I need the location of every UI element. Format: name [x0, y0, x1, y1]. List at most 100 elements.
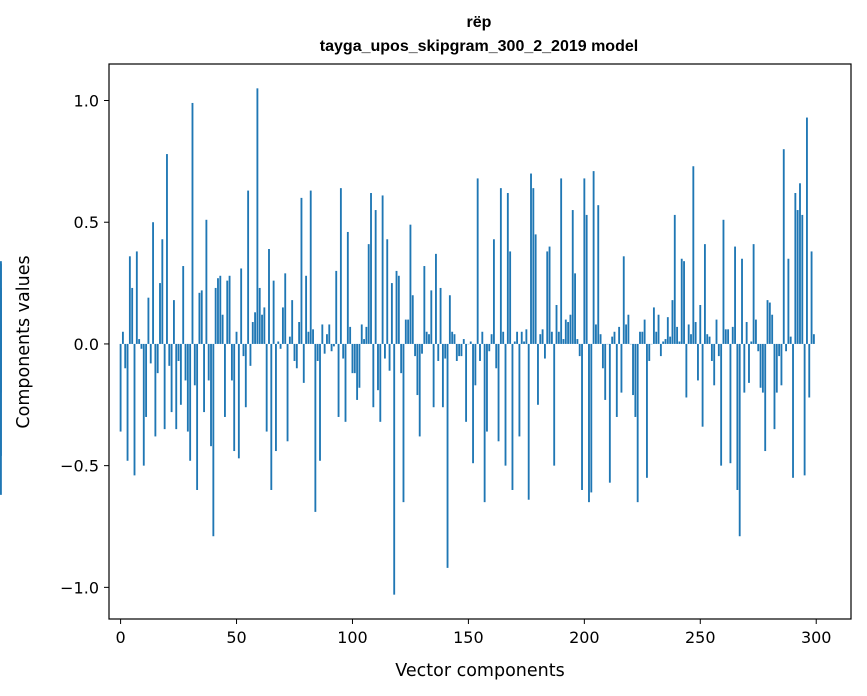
bar-component-94 — [337, 343, 340, 417]
bar-component-66 — [272, 280, 275, 344]
bar-component-254 — [708, 336, 711, 344]
bar-component-144 — [453, 334, 456, 344]
bar-component-230 — [652, 307, 655, 344]
bar-component-133 — [428, 334, 430, 344]
bar-component-145 — [455, 343, 458, 361]
bar-component-188 — [555, 304, 558, 344]
bar-component-192 — [564, 319, 567, 344]
x-tick-label: 150 — [453, 628, 484, 647]
bar-component-193 — [567, 322, 570, 344]
bar-component-26 — [179, 343, 182, 405]
bar-component-8 — [138, 339, 141, 344]
bar-component-119 — [395, 270, 398, 344]
bar-component-198 — [578, 343, 581, 357]
bar-component-105 — [363, 339, 365, 344]
bar-component-139 — [441, 343, 444, 408]
y-tick-label: 0.0 — [74, 335, 99, 354]
bar-component-70 — [281, 307, 284, 344]
bar-component-110 — [374, 210, 377, 344]
bar-component-171 — [516, 331, 519, 344]
bar-component-183 — [544, 343, 546, 359]
bar-component-undefined — [0, 343, 2, 495]
bar-component-13 — [149, 343, 152, 364]
bar-component-107 — [367, 244, 370, 344]
bar-component-103 — [358, 343, 361, 388]
bar-component-10 — [142, 343, 145, 466]
bar-component-40 — [212, 343, 215, 537]
bar-component-39 — [210, 343, 212, 447]
bar-component-75 — [293, 343, 296, 361]
bar-component-114 — [384, 343, 386, 359]
x-tick-label: 300 — [801, 628, 832, 647]
bar-component-269 — [743, 343, 746, 393]
bar-component-4 — [128, 256, 131, 344]
y-tick-label: −1.0 — [60, 578, 99, 597]
axes-group: 0 50 100 150 200 250 300 −1.0 −0.5 0.0 0.5 1.0 — [60, 92, 831, 647]
bar-component-285 — [780, 343, 783, 386]
bar-component-202 — [588, 343, 590, 503]
bar-component-189 — [557, 331, 560, 344]
bar-component-141 — [446, 343, 449, 568]
bar-component-96 — [342, 343, 345, 359]
bar-component-85 — [316, 343, 319, 361]
bar-component-298 — [810, 251, 813, 344]
bar-component-199 — [581, 343, 583, 490]
y-tick-label: 1.0 — [74, 92, 99, 111]
bar-component-112 — [379, 343, 382, 422]
x-tick-label: 100 — [337, 628, 368, 647]
plot-frame — [108, 63, 852, 620]
bar-component-227 — [646, 343, 648, 478]
bar-component-296 — [806, 117, 808, 344]
bar-component-30 — [189, 343, 192, 461]
y-tick-label: 0.5 — [74, 213, 99, 232]
bar-component-130 — [421, 343, 423, 354]
bar-component-274 — [755, 319, 757, 344]
bar-component-121 — [400, 343, 403, 374]
bar-component-252 — [703, 244, 706, 344]
bar-component-89 — [326, 334, 328, 344]
bar-component-79 — [302, 343, 305, 383]
x-tick-label: 0 — [116, 628, 126, 647]
bar-component-178 — [532, 188, 535, 344]
bar-component-241 — [678, 341, 681, 344]
bar-component-72 — [286, 343, 289, 442]
bar-component-56 — [249, 343, 252, 366]
bar-component-undefined — [0, 287, 2, 344]
bar-component-169 — [511, 343, 514, 490]
bar-component-67 — [275, 343, 277, 452]
bar-component-129 — [418, 343, 421, 437]
bar-component-90 — [328, 324, 331, 344]
bar-component-60 — [258, 287, 261, 344]
bar-component-51 — [237, 343, 240, 459]
bars-group — [0, 88, 815, 595]
y-tick-label: −0.5 — [60, 457, 99, 476]
bar-component-45 — [224, 343, 226, 417]
bar-component-87 — [321, 324, 324, 344]
bar-component-251 — [701, 343, 704, 427]
bar-component-55 — [247, 190, 250, 344]
bar-component-226 — [643, 319, 646, 344]
bar-component-158 — [486, 343, 488, 432]
bar-component-179 — [534, 234, 537, 344]
bar-component-22 — [170, 343, 173, 413]
bar-component-277 — [761, 343, 764, 393]
bar-component-239 — [673, 214, 676, 344]
bar-component-113 — [381, 195, 384, 344]
bar-component-233 — [659, 343, 662, 357]
bar-component-20 — [166, 154, 168, 344]
bar-component-231 — [655, 331, 658, 344]
bar-component-109 — [372, 343, 375, 408]
bar-component-167 — [506, 193, 509, 344]
bar-component-11 — [145, 343, 148, 417]
bar-component-52 — [240, 268, 243, 344]
bar-component-98 — [346, 231, 349, 344]
bar-component-276 — [759, 343, 762, 388]
bar-component-101 — [353, 343, 356, 374]
bar-component-95 — [339, 188, 342, 344]
bar-component-148 — [462, 339, 465, 344]
bar-component-43 — [219, 275, 222, 344]
bar-component-1 — [121, 331, 124, 344]
bar-component-21 — [168, 343, 171, 366]
bar-component-2 — [124, 343, 127, 369]
bar-component-23 — [173, 300, 175, 344]
